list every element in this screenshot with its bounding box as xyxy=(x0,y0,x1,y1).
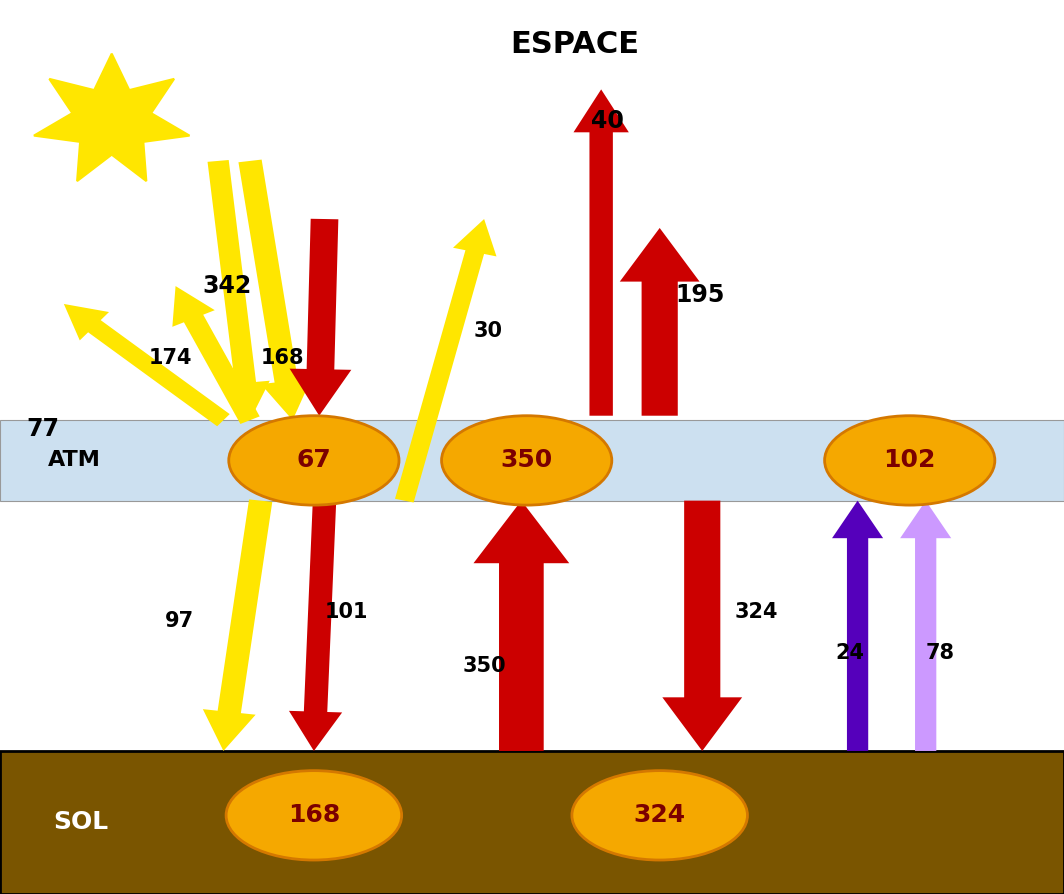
FancyArrow shape xyxy=(619,228,699,416)
Ellipse shape xyxy=(229,416,399,505)
FancyArrow shape xyxy=(203,500,272,751)
FancyArrow shape xyxy=(207,160,270,420)
Text: ATM: ATM xyxy=(48,451,101,470)
Ellipse shape xyxy=(226,771,401,860)
FancyArrow shape xyxy=(473,501,569,751)
Text: 97: 97 xyxy=(165,611,194,631)
Text: 168: 168 xyxy=(261,348,304,367)
Polygon shape xyxy=(34,54,189,181)
Text: 195: 195 xyxy=(676,283,725,307)
Ellipse shape xyxy=(572,771,747,860)
FancyArrow shape xyxy=(238,159,312,420)
Text: 102: 102 xyxy=(883,449,936,472)
Text: 350: 350 xyxy=(500,449,553,472)
Text: 342: 342 xyxy=(202,274,251,298)
Bar xyxy=(0,420,1064,501)
FancyArrow shape xyxy=(832,501,883,751)
Ellipse shape xyxy=(442,416,612,505)
Text: 174: 174 xyxy=(149,348,193,367)
Text: 77: 77 xyxy=(27,417,60,441)
FancyArrow shape xyxy=(662,501,742,751)
Text: 24: 24 xyxy=(835,643,864,662)
Text: 350: 350 xyxy=(463,656,506,676)
Text: 324: 324 xyxy=(734,603,778,622)
FancyArrow shape xyxy=(573,89,629,416)
FancyArrow shape xyxy=(395,219,497,502)
Text: 78: 78 xyxy=(926,643,954,662)
Ellipse shape xyxy=(825,416,995,505)
FancyArrow shape xyxy=(64,304,230,426)
FancyArrow shape xyxy=(900,501,951,751)
Text: 168: 168 xyxy=(287,804,340,827)
Bar xyxy=(0,751,1064,894)
Text: 101: 101 xyxy=(325,603,368,622)
FancyArrow shape xyxy=(289,501,343,751)
Text: 324: 324 xyxy=(634,804,685,827)
FancyArrow shape xyxy=(172,286,260,424)
Text: 30: 30 xyxy=(473,321,502,341)
Text: 40: 40 xyxy=(591,109,624,132)
Text: ESPACE: ESPACE xyxy=(510,30,639,59)
Text: 67: 67 xyxy=(297,449,331,472)
Text: SOL: SOL xyxy=(53,811,109,834)
FancyArrow shape xyxy=(289,219,351,416)
